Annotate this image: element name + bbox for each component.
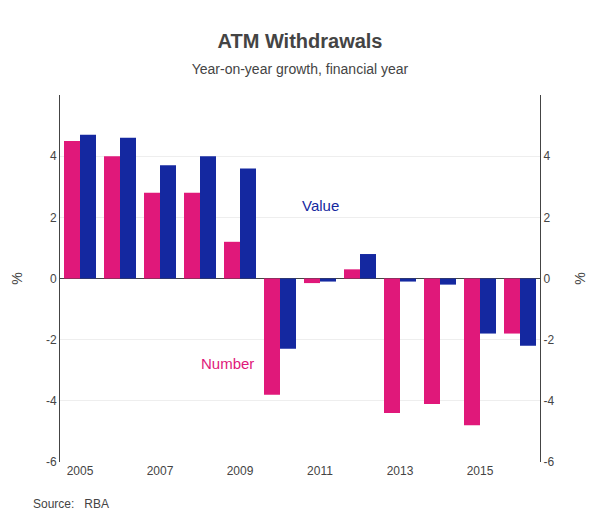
svg-text:4: 4 xyxy=(543,149,550,163)
svg-text:Number: Number xyxy=(201,355,254,372)
svg-text:-4: -4 xyxy=(543,394,554,408)
svg-text:4: 4 xyxy=(50,149,57,163)
svg-text:Value: Value xyxy=(302,197,339,214)
svg-text:Source: RBA: Source: RBA xyxy=(33,497,109,511)
svg-text:-6: -6 xyxy=(46,455,57,469)
svg-text:-2: -2 xyxy=(46,333,57,347)
svg-text:-6: -6 xyxy=(543,455,554,469)
svg-text:2009: 2009 xyxy=(227,464,254,478)
svg-text:2011: 2011 xyxy=(307,464,333,478)
svg-text:2013: 2013 xyxy=(387,464,414,478)
svg-text:-4: -4 xyxy=(46,394,57,408)
svg-text:2005: 2005 xyxy=(67,464,94,478)
svg-text:%: % xyxy=(9,272,25,284)
svg-text:2015: 2015 xyxy=(467,464,494,478)
svg-text:2: 2 xyxy=(50,211,57,225)
svg-text:2: 2 xyxy=(543,211,550,225)
svg-text:ATM Withdrawals: ATM Withdrawals xyxy=(217,30,382,52)
svg-text:%: % xyxy=(572,272,588,284)
svg-text:-2: -2 xyxy=(543,333,554,347)
svg-text:0: 0 xyxy=(543,272,550,286)
svg-text:2007: 2007 xyxy=(147,464,174,478)
svg-text:0: 0 xyxy=(50,272,57,286)
svg-text:Year-on-year growth, financial: Year-on-year growth, financial year xyxy=(192,61,409,77)
